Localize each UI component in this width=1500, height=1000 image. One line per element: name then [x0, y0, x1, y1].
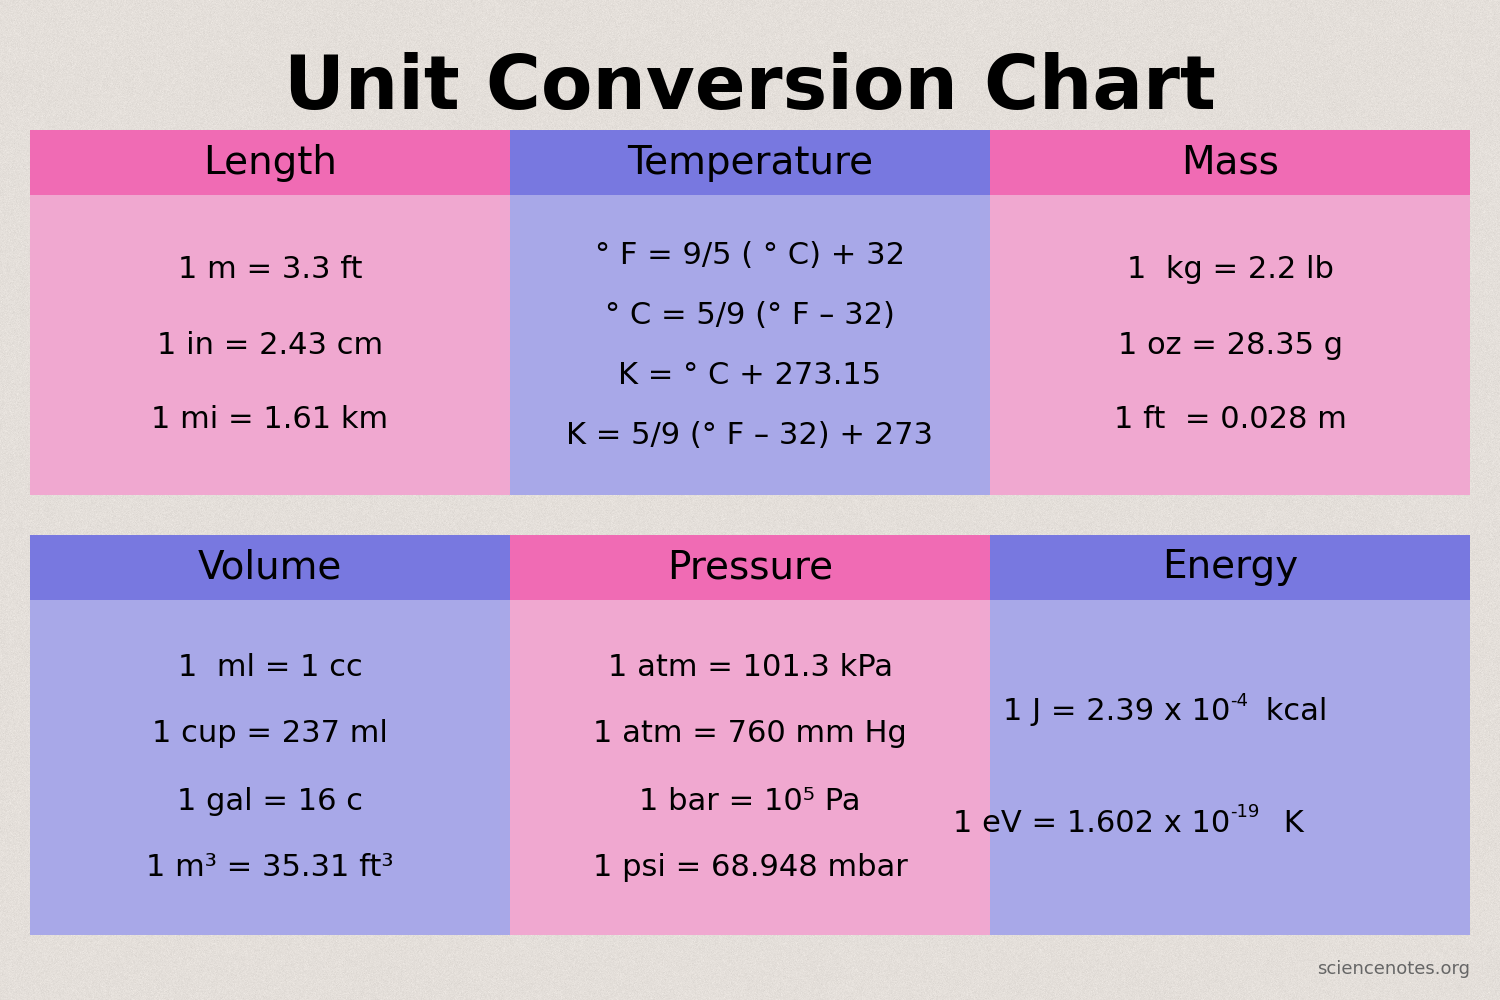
Text: 1 J = 2.39 x 10: 1 J = 2.39 x 10: [1002, 697, 1230, 726]
Text: 1 bar = 10⁵ Pa: 1 bar = 10⁵ Pa: [639, 786, 861, 816]
FancyBboxPatch shape: [30, 130, 510, 195]
FancyBboxPatch shape: [990, 535, 1470, 600]
Text: Energy: Energy: [1162, 548, 1298, 586]
Text: Unit Conversion Chart: Unit Conversion Chart: [284, 51, 1216, 124]
Text: 1 gal = 16 c: 1 gal = 16 c: [177, 786, 363, 816]
Text: ° F = 9/5 ( ° C) + 32: ° F = 9/5 ( ° C) + 32: [596, 240, 904, 269]
FancyBboxPatch shape: [990, 535, 1470, 935]
Text: 1  kg = 2.2 lb: 1 kg = 2.2 lb: [1126, 255, 1334, 284]
Text: Volume: Volume: [198, 548, 342, 586]
FancyBboxPatch shape: [510, 130, 990, 195]
Text: 1 m = 3.3 ft: 1 m = 3.3 ft: [177, 255, 363, 284]
Text: Length: Length: [202, 143, 338, 182]
FancyBboxPatch shape: [990, 130, 1470, 495]
Text: 1  ml = 1 cc: 1 ml = 1 cc: [177, 652, 363, 682]
Text: -4: -4: [1230, 692, 1248, 710]
Text: ° C = 5/9 (° F – 32): ° C = 5/9 (° F – 32): [604, 300, 896, 330]
Text: 1 oz = 28.35 g: 1 oz = 28.35 g: [1118, 330, 1342, 360]
Text: K = 5/9 (° F – 32) + 273: K = 5/9 (° F – 32) + 273: [567, 420, 933, 450]
FancyBboxPatch shape: [510, 535, 990, 935]
FancyBboxPatch shape: [30, 535, 510, 935]
FancyBboxPatch shape: [510, 535, 990, 600]
Text: kcal: kcal: [1256, 697, 1328, 726]
Text: 1 cup = 237 ml: 1 cup = 237 ml: [152, 720, 388, 748]
Text: sciencenotes.org: sciencenotes.org: [1317, 960, 1470, 978]
FancyBboxPatch shape: [30, 130, 510, 495]
Text: 1 in = 2.43 cm: 1 in = 2.43 cm: [158, 330, 382, 360]
Text: K: K: [1274, 809, 1304, 838]
Text: K = ° C + 273.15: K = ° C + 273.15: [618, 360, 882, 389]
Text: 1 ft  = 0.028 m: 1 ft = 0.028 m: [1113, 406, 1347, 434]
Text: 1 atm = 760 mm Hg: 1 atm = 760 mm Hg: [592, 720, 908, 748]
Text: 1 mi = 1.61 km: 1 mi = 1.61 km: [152, 406, 388, 434]
Text: -19: -19: [1230, 803, 1260, 821]
FancyBboxPatch shape: [510, 130, 990, 495]
Text: 1 eV = 1.602 x 10: 1 eV = 1.602 x 10: [952, 809, 1230, 838]
Text: Temperature: Temperature: [627, 143, 873, 182]
Text: Pressure: Pressure: [668, 548, 832, 586]
Text: 1 atm = 101.3 kPa: 1 atm = 101.3 kPa: [608, 652, 892, 682]
Text: 1 m³ = 35.31 ft³: 1 m³ = 35.31 ft³: [147, 854, 393, 882]
FancyBboxPatch shape: [30, 535, 510, 600]
Text: 1 psi = 68.948 mbar: 1 psi = 68.948 mbar: [592, 854, 908, 882]
FancyBboxPatch shape: [990, 130, 1470, 195]
Text: Mass: Mass: [1180, 143, 1280, 182]
